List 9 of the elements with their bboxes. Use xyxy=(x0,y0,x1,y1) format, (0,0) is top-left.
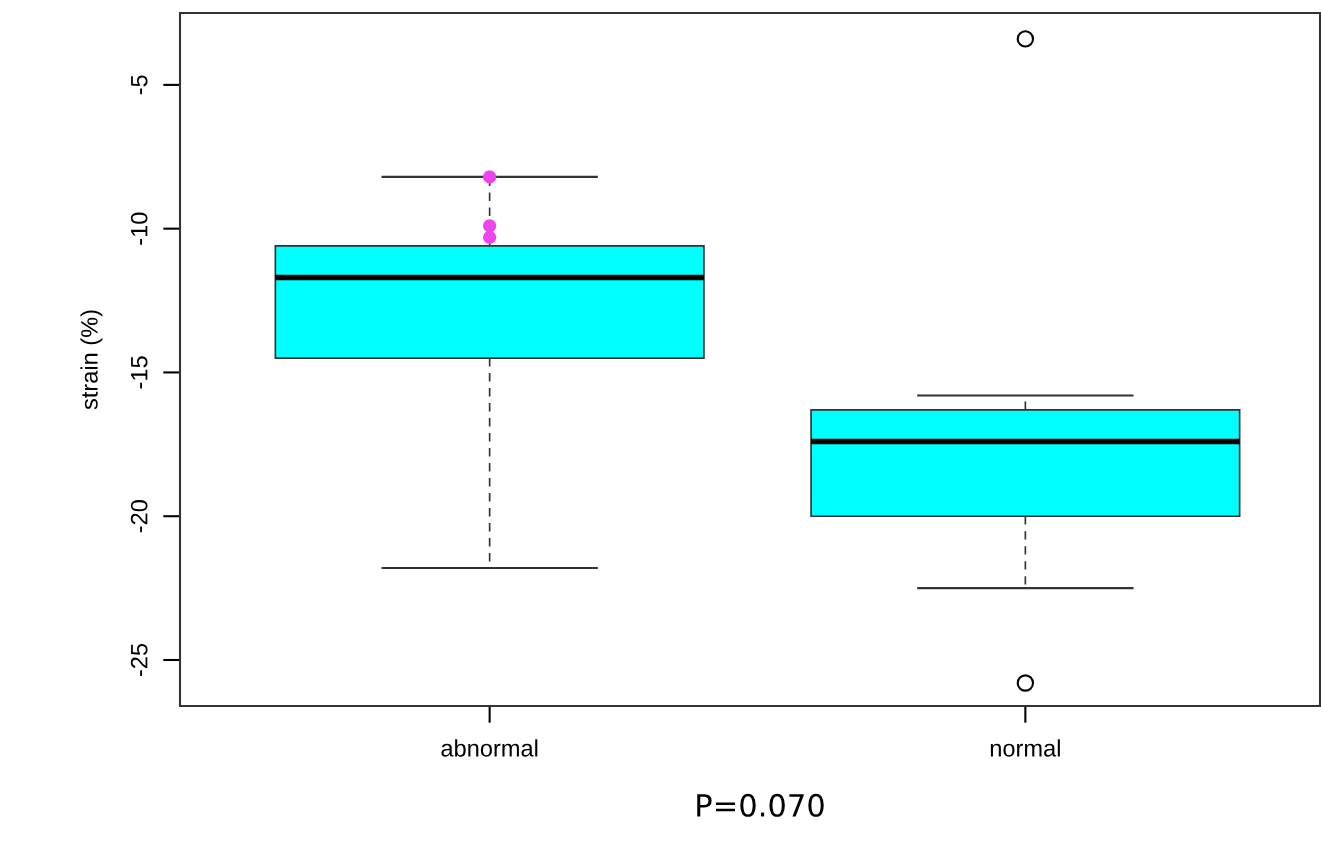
y-tick-label: -25 xyxy=(130,643,148,676)
text: P=0.070 xyxy=(697,793,824,817)
y-tick-label: -15 xyxy=(131,356,148,389)
y-tick-label: -20 xyxy=(130,500,148,533)
x-tick-label: abnormal xyxy=(441,739,538,757)
y-tick-label: -10 xyxy=(130,212,148,245)
y-tick-label: -5 xyxy=(131,75,148,95)
x-tick-label: normal xyxy=(990,739,1060,757)
y-axis-title: strain (%) xyxy=(80,310,103,410)
